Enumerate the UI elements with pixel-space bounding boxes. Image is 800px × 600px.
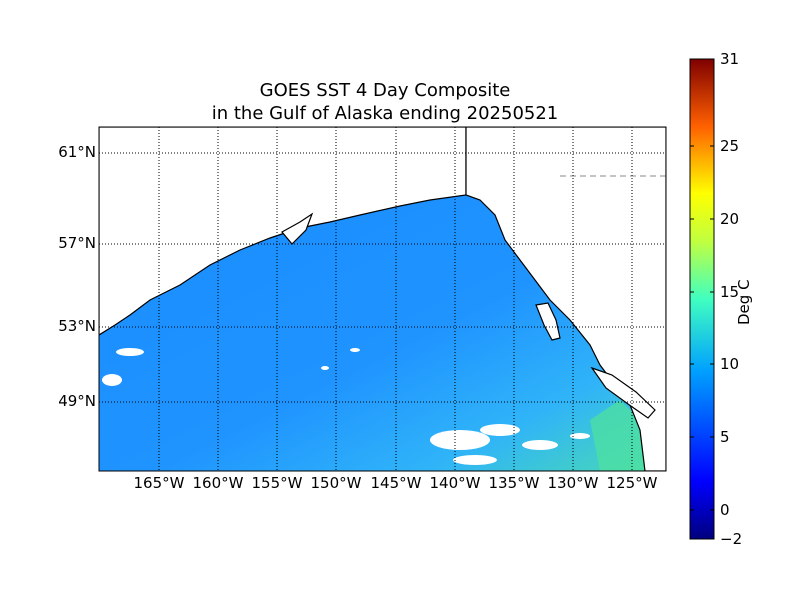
map-title-line1: GOES SST 4 Day Composite (259, 80, 511, 101)
lon-label-135w: 135°W (488, 474, 540, 492)
colorbar (689, 58, 715, 540)
colorbar-tick-label: 10 (720, 355, 740, 373)
map-border (98, 126, 667, 472)
lon-label-150w: 150°W (310, 474, 362, 492)
lat-label-57n: 57°N (58, 234, 96, 252)
colorbar-label: Deg C (735, 279, 753, 325)
lon-label-125w: 125°W (606, 474, 658, 492)
alaska-coastline (99, 127, 467, 336)
lat-label-53n: 53°N (58, 317, 96, 335)
lat-label-49n: 49°N (58, 392, 96, 410)
colorbar-tick-label: 20 (720, 210, 740, 228)
warm-coastal-band (590, 400, 645, 471)
colorbar-tick-label: 31 (720, 50, 740, 68)
vancouver-island (590, 366, 656, 419)
graticule (99, 127, 666, 471)
colorbar-tick-label: 15 (720, 283, 740, 301)
lat-label-61n: 61°N (58, 143, 96, 161)
haida-gwaii (535, 302, 561, 341)
colorbar-tick-label: 5 (720, 428, 730, 446)
colorbar-tick-label: −2 (720, 530, 743, 548)
colorbar-ticks (690, 58, 714, 511)
lon-label-140w: 140°W (429, 474, 481, 492)
colorbar-tick-label: 0 (720, 501, 730, 519)
colorbar-tick-label: 25 (720, 137, 740, 155)
map-title-line2: in the Gulf of Alaska ending 20250521 (211, 103, 559, 124)
cloud-gaps (102, 348, 590, 465)
lon-label-145w: 145°W (370, 474, 422, 492)
kodiak-island (281, 212, 314, 245)
sst-field (99, 195, 645, 471)
lon-label-155w: 155°W (251, 474, 303, 492)
lon-label-130w: 130°W (547, 474, 599, 492)
lon-label-165w: 165°W (133, 474, 185, 492)
lon-label-160w: 160°W (192, 474, 244, 492)
